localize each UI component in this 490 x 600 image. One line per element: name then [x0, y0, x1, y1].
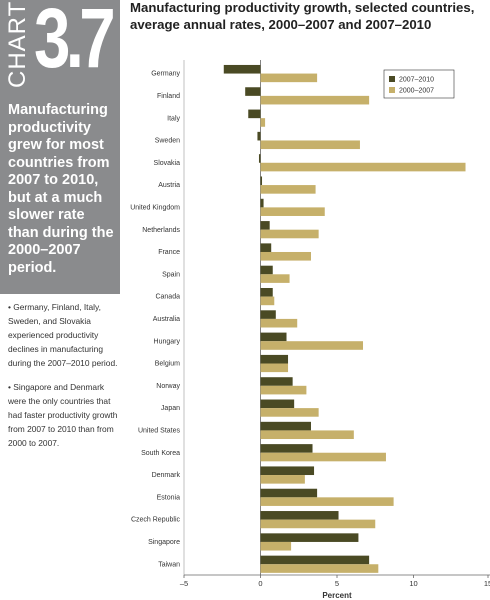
chart-title: Manufacturing productivity growth, selec…	[130, 0, 475, 32]
sidebar: CHART 3.7 Manufacturing productivity gre…	[0, 0, 120, 600]
bar-series-2007-2010	[260, 198, 264, 208]
bar-series-2007-2010	[257, 131, 261, 141]
category-label: Finland	[157, 93, 180, 100]
legend-label: 2000–2007	[399, 88, 434, 95]
legend-swatch	[389, 76, 395, 82]
summary-box: Manufacturing productivity grew for most…	[0, 94, 120, 294]
x-tick-label: –5	[180, 579, 188, 588]
category-label: Belgium	[155, 361, 180, 368]
category-label: United States	[138, 428, 181, 435]
bar-series-2007-2010	[260, 287, 273, 297]
chart-word: CHART	[4, 0, 31, 88]
bar-series-2007-2010	[260, 310, 276, 319]
chart-number: 3.7	[34, 0, 116, 85]
legend-label: 2007–2010	[399, 77, 434, 84]
category-label: Taiwan	[158, 561, 180, 568]
category-label: Sweden	[155, 138, 180, 145]
legend-swatch	[389, 87, 395, 93]
summary-text: Manufacturing productivity grew for most…	[8, 102, 114, 276]
bar-series-2007-2010	[260, 221, 270, 230]
bar-series-2000-2007	[260, 162, 466, 172]
category-label: Canada	[155, 294, 180, 301]
bar-series-2000-2007	[260, 229, 319, 239]
bar-series-2000-2007	[260, 385, 307, 395]
x-tick-label: 5	[335, 579, 339, 588]
bar-series-2000-2007	[260, 497, 394, 506]
category-label: Singapore	[148, 539, 180, 546]
category-label: Germany	[151, 71, 180, 78]
bar-series-2000-2007	[260, 519, 376, 529]
bar-series-2000-2007	[260, 140, 360, 150]
bar-series-2007-2010	[260, 555, 370, 565]
bar-series-2000-2007	[260, 541, 292, 551]
bar-series-2000-2007	[260, 118, 266, 127]
category-label: Czech Republic	[131, 517, 181, 524]
bar-series-2000-2007	[260, 251, 311, 261]
category-label: South Korea	[141, 450, 180, 457]
bar-series-2000-2007	[260, 452, 386, 462]
category-label: Italy	[167, 115, 180, 122]
bullet-list: • Germany, Finland, Italy, Sweden, and S…	[8, 300, 120, 460]
bar-series-2000-2007	[260, 274, 290, 283]
bar-series-2007-2010	[245, 87, 261, 96]
category-label: Slovakia	[154, 160, 181, 167]
x-tick-label: 15	[484, 579, 490, 588]
bullet-item: • Singapore and Denmark were the only co…	[8, 382, 118, 448]
category-label: Hungary	[154, 338, 181, 345]
chart-area: Manufacturing productivity growth, selec…	[120, 0, 490, 600]
bar-chart: –5 0 5 10 15 Percent Germany Finland Italy Sweden…	[130, 60, 490, 600]
bar-series-2000-2007	[260, 475, 305, 484]
bar-series-2000-2007	[260, 296, 275, 306]
bar-series-2007-2010	[248, 109, 261, 119]
category-label: Norway	[156, 383, 180, 390]
bar-series-2000-2007	[260, 207, 325, 216]
bar-series-2007-2010	[260, 377, 293, 386]
bar-series-2000-2007	[260, 95, 370, 105]
bullet-item: • Germany, Finland, Italy, Sweden, and S…	[8, 302, 118, 368]
category-label: Netherlands	[142, 227, 180, 234]
bar-series-2000-2007	[260, 363, 289, 373]
bar-series-2000-2007	[260, 430, 354, 440]
bar-series-2000-2007	[260, 318, 298, 328]
category-label: Austria	[158, 182, 180, 189]
bar-series-2000-2007	[260, 564, 379, 573]
bar-series-2007-2010	[223, 64, 261, 74]
bar-series-2007-2010	[260, 421, 311, 431]
bar-series-2000-2007	[260, 185, 316, 194]
bar-series-2000-2007	[260, 408, 319, 417]
category-label: France	[158, 249, 180, 256]
bar-series-2007-2010	[260, 354, 289, 364]
category-label: Spain	[162, 271, 180, 278]
chart-banner: CHART 3.7	[0, 0, 120, 94]
category-label: United Kingdom	[130, 204, 180, 211]
bar-series-2007-2010	[258, 154, 261, 163]
bar-series-2007-2010	[260, 399, 295, 409]
bar-series-2007-2010	[260, 511, 339, 520]
bar-series-2007-2010	[260, 243, 272, 252]
x-tick-label: 0	[258, 579, 262, 588]
bar-series-2007-2010	[260, 444, 313, 453]
bar-series-2007-2010	[260, 533, 359, 542]
bar-series-2000-2007	[260, 73, 318, 83]
bar-series-2007-2010	[260, 332, 287, 342]
bar-series-2007-2010	[260, 466, 315, 476]
category-label: Denmark	[152, 472, 181, 479]
category-label: Australia	[153, 316, 180, 323]
bar-series-2007-2010	[260, 176, 263, 186]
category-label: Japan	[161, 405, 180, 412]
category-label: Estonia	[157, 494, 180, 501]
bar-series-2007-2010	[260, 265, 273, 275]
bar-series-2000-2007	[260, 341, 364, 350]
legend-box	[383, 69, 455, 99]
x-tick-label: 10	[409, 579, 417, 588]
bar-series-2007-2010	[260, 488, 318, 498]
x-axis-label: Percent	[322, 591, 352, 600]
